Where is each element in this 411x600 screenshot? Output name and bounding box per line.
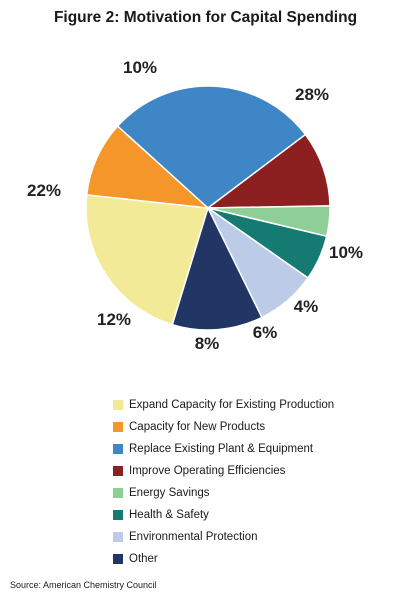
pie-slice — [85, 124, 211, 209]
legend-swatch — [113, 400, 123, 410]
legend-item: Health & Safety — [113, 504, 334, 526]
legend-label: Energy Savings — [129, 487, 210, 499]
legend-label: Other — [129, 553, 158, 565]
slice-label: 8% — [195, 334, 220, 353]
legend-item: Environmental Protection — [113, 526, 334, 548]
legend-label: Expand Capacity for Existing Production — [129, 399, 335, 411]
pie-slice — [171, 205, 263, 331]
slice-label: 6% — [253, 323, 278, 342]
legend-swatch — [113, 466, 123, 476]
legend-item: Capacity for New Products — [113, 416, 334, 438]
slice-label: 10% — [123, 58, 157, 77]
slice-label: 4% — [294, 297, 319, 316]
slice-label: 12% — [97, 310, 131, 329]
chart-title: Figure 2: Motivation for Capital Spendin… — [53, 9, 358, 26]
pie-chart: 22% 10% 28% 10% 4% 6% 8% 12% — [27, 58, 363, 353]
legend-swatch — [113, 422, 123, 432]
legend-swatch — [113, 532, 123, 542]
pie-slice — [85, 193, 209, 326]
legend-swatch — [113, 510, 123, 520]
source-note: Source: American Chemistry Council — [10, 580, 157, 590]
legend-label: Environmental Protection — [129, 531, 258, 543]
legend-item: Expand Capacity for Existing Production — [113, 394, 334, 416]
legend-swatch — [113, 554, 123, 564]
pie-slice — [116, 85, 307, 209]
legend-label: Health & Safety — [129, 509, 209, 521]
legend-item: Energy Savings — [113, 482, 334, 504]
legend-item: Improve Operating Efficiencies — [113, 460, 334, 482]
pie-slice — [205, 133, 331, 209]
legend-label: Improve Operating Efficiencies — [129, 465, 286, 477]
legend-swatch — [113, 488, 123, 498]
legend-item: Other — [113, 548, 334, 570]
slice-label: 28% — [295, 85, 329, 104]
legend-swatch — [113, 444, 123, 454]
legend-label: Capacity for New Products — [129, 421, 266, 433]
legend-item: Replace Existing Plant & Equipment — [113, 438, 334, 460]
legend-label: Replace Existing Plant & Equipment — [129, 443, 314, 455]
legend: Expand Capacity for Existing Production C… — [113, 394, 334, 570]
slice-label: 10% — [329, 243, 363, 262]
slice-label: 22% — [27, 181, 61, 200]
